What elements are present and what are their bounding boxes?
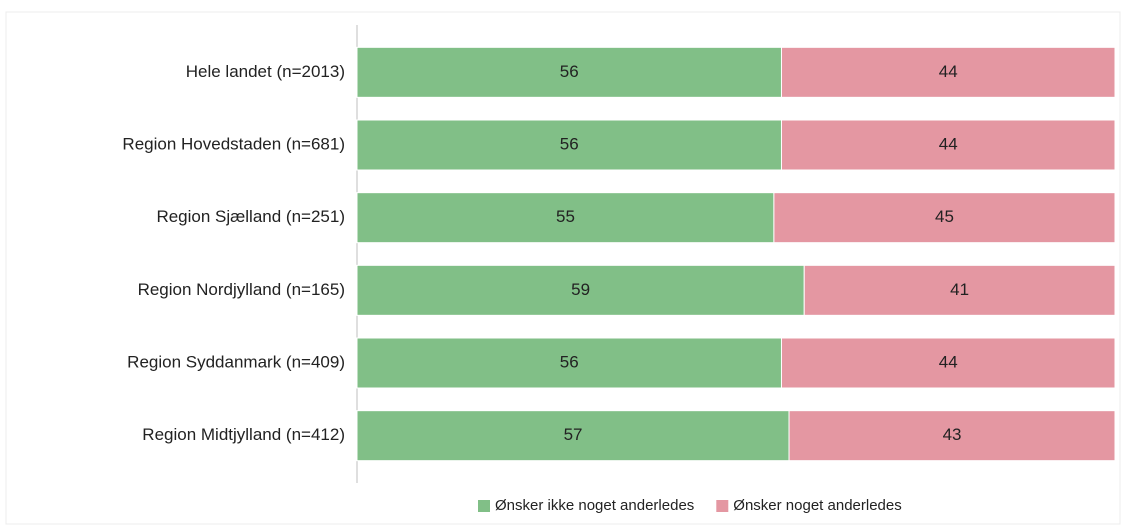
data-label: 56	[560, 62, 579, 81]
legend-label: Ønsker ikke noget anderledes	[495, 497, 694, 514]
chart-frame	[5, 11, 1121, 525]
bar-segment	[356, 264, 805, 316]
bar-segment	[803, 264, 1116, 316]
data-label: 44	[939, 134, 958, 153]
data-label: 56	[560, 134, 579, 153]
y-tick-label: Hele landet (n=2013)	[186, 62, 345, 81]
data-label: 55	[556, 207, 575, 226]
bar-segment	[780, 46, 1116, 98]
bar-segment	[356, 410, 790, 462]
data-label: 41	[950, 280, 969, 299]
y-tick-label: Region Midtjylland (n=412)	[142, 425, 345, 444]
data-label: 45	[935, 207, 954, 226]
legend: Ønsker ikke noget anderledes Ønsker noget…	[478, 497, 902, 514]
data-label: 57	[564, 425, 583, 444]
legend-swatch	[478, 500, 490, 512]
data-label: 59	[571, 280, 590, 299]
y-tick-label: Region Hovedstaden (n=681)	[122, 134, 345, 153]
legend-swatch	[716, 500, 729, 512]
bar-segment	[356, 192, 775, 244]
bar-segment	[356, 337, 782, 389]
bar-segment	[780, 119, 1116, 171]
y-tick-label: Region Syddanmark (n=409)	[127, 352, 345, 371]
y-tick-label: Region Sjælland (n=251)	[156, 207, 345, 226]
bar-segment	[773, 192, 1116, 244]
data-label: 44	[939, 352, 958, 371]
data-label: 44	[939, 62, 958, 81]
data-label: 43	[943, 425, 962, 444]
bar-segment	[788, 410, 1116, 462]
bar-segment	[356, 119, 782, 171]
y-tick-label: Region Nordjylland (n=165)	[138, 280, 345, 299]
bar-segment	[356, 46, 782, 98]
data-label: 56	[560, 352, 579, 371]
bar-segment	[780, 337, 1116, 389]
legend-label: Ønsker noget anderledes	[733, 497, 901, 514]
